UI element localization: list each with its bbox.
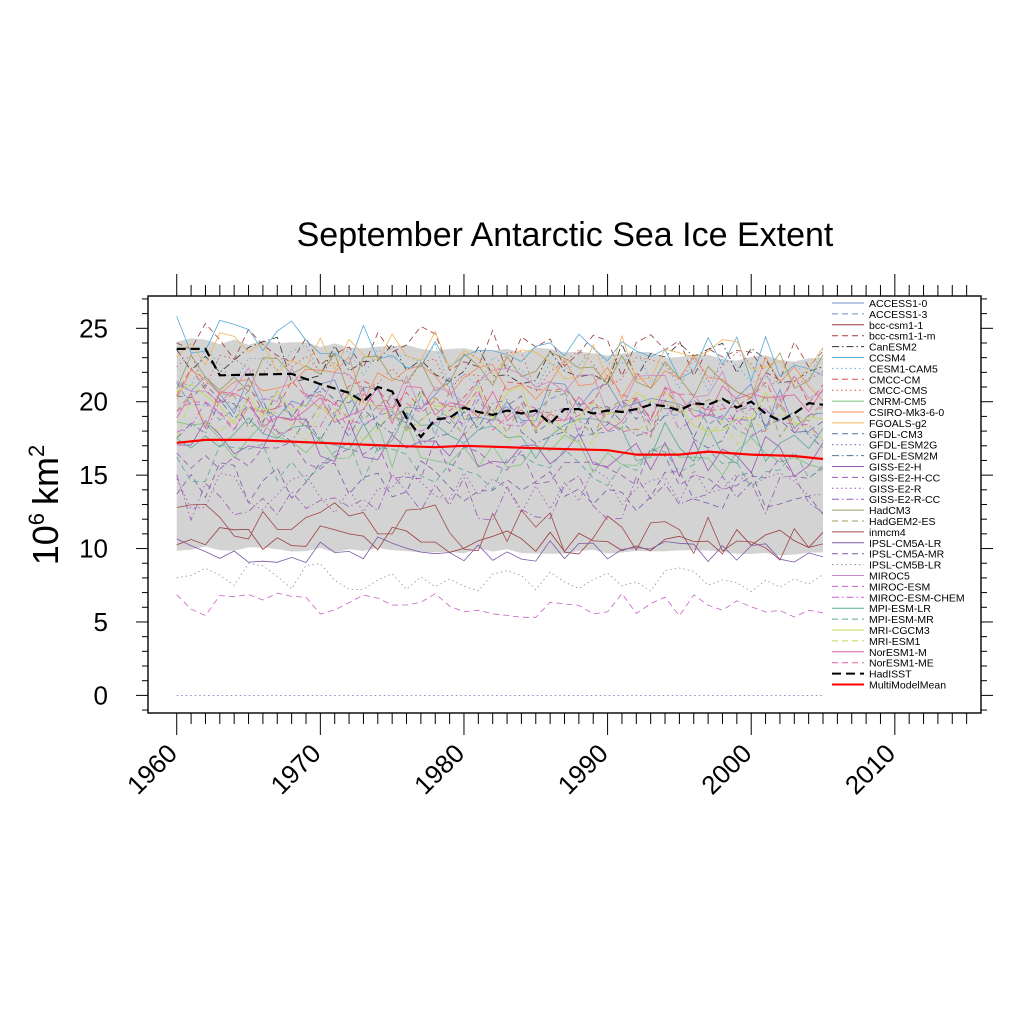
legend: ACCESS1-0ACCESS1-3bcc-csm1-1bcc-csm1-1-m… — [832, 298, 965, 692]
y-axis-label: 106 km2 — [24, 445, 66, 566]
series-line-mri-esm1 — [176, 397, 824, 446]
series-line-access1-3 — [176, 382, 824, 442]
legend-label-miroc5: MIROC5 — [869, 571, 910, 583]
series-line-miroc-esm — [176, 592, 824, 618]
series-line-multimodelmean — [176, 438, 824, 461]
legend-label-cmcc-cm: CMCC-CM — [869, 374, 920, 386]
series-line-bcc-csm1-1 — [176, 525, 824, 555]
x-tick-label: 1960 — [121, 738, 183, 800]
y-label-base: 10 — [25, 525, 66, 565]
x-tick-label: 2010 — [839, 738, 901, 800]
legend-label-ipsl-cm5a-lr: IPSL-CM5A-LR — [869, 538, 942, 550]
legend-label-ipsl-cm5b-lr: IPSL-CM5B-LR — [869, 560, 942, 572]
y-label-exp1: 6 — [24, 513, 49, 525]
series-line-hadisst — [176, 347, 824, 439]
series-line-giss-e2-h-cc — [176, 437, 824, 490]
series-line-hadcm3 — [176, 351, 824, 398]
chart-title: September Antarctic Sea Ice Extent — [297, 216, 834, 254]
y-label-unit: km — [25, 457, 66, 505]
series-line-canesm2 — [176, 336, 824, 385]
legend-label-gfdl-esm2m: GFDL-ESM2M — [869, 451, 938, 463]
x-tick-label: 1980 — [408, 738, 470, 800]
series-line-inmcm4 — [176, 502, 824, 561]
legend-label-hadisst: HadISST — [869, 669, 912, 681]
y-tick-label: 15 — [79, 460, 108, 490]
legend-label-inmcm4: inmcm4 — [869, 527, 906, 539]
series-line-gfdl-esm2m — [176, 399, 824, 449]
series-line-gfdl-cm3 — [176, 384, 824, 439]
y-tick-label: 5 — [94, 607, 108, 637]
series-line-ipsl-cm5a-mr — [176, 460, 824, 515]
legend-label-noresm1-m: NorESM1-M — [869, 647, 927, 659]
legend-label-access1-3: ACCESS1-3 — [869, 309, 928, 321]
series-line-cnrm-cm5 — [176, 421, 824, 476]
y-tick-label: 25 — [79, 313, 108, 343]
series-line-giss-e2-r-cc — [176, 473, 824, 522]
legend-label-bcc-csm1-1: bcc-csm1-1 — [869, 320, 923, 332]
series-line-mpi-esm-lr — [176, 411, 824, 465]
legend-label-fgoals-g2: FGOALS-g2 — [869, 418, 927, 430]
legend-label-cnrm-cm5: CNRM-CM5 — [869, 396, 926, 408]
legend-label-miroc-esm: MIROC-ESM — [869, 581, 930, 593]
legend-label-ccsm4: CCSM4 — [869, 353, 906, 365]
legend-label-noresm1-me: NorESM1-ME — [869, 658, 934, 670]
series-line-giss-e2-r — [176, 468, 824, 514]
legend-label-hadcm3: HadCM3 — [869, 505, 911, 517]
plot-layer — [176, 316, 824, 696]
x-tick-label: 2000 — [695, 738, 757, 800]
legend-label-mri-esm1: MRI-ESM1 — [869, 636, 920, 648]
y-tick-label: 0 — [94, 680, 108, 710]
series-line-noresm1-me — [176, 389, 824, 437]
legend-label-canesm2: CanESM2 — [869, 342, 917, 354]
legend-label-hadgem2-es: HadGEM2-ES — [869, 516, 936, 528]
legend-label-csiro-mk3-6-0: CSIRO-Mk3-6-0 — [869, 407, 944, 419]
x-tick-label: 1970 — [264, 738, 326, 800]
x-tick-label: 1990 — [552, 738, 614, 800]
legend-label-mpi-esm-lr: MPI-ESM-LR — [869, 603, 931, 615]
y-label-exp2: 2 — [24, 445, 49, 457]
series-line-ipsl-cm5b-lr — [176, 563, 824, 593]
legend-label-cmcc-cms: CMCC-CMS — [869, 385, 927, 397]
legend-label-mri-cgcm3: MRI-CGCM3 — [869, 625, 930, 637]
series-line-bcc-csm1-1-m — [176, 322, 824, 381]
legend-label-miroc-esm-chem: MIROC-ESM-CHEM — [869, 592, 965, 604]
y-tick-label: 10 — [79, 534, 108, 564]
legend-label-giss-e2-h-cc: GISS-E2-H-CC — [869, 472, 941, 484]
series-line-csiro-mk3-6-0 — [176, 355, 824, 403]
legend-label-access1-0: ACCESS1-0 — [869, 298, 928, 310]
legend-label-ipsl-cm5a-mr: IPSL-CM5A-MR — [869, 549, 945, 561]
series-line-access1-0 — [176, 376, 824, 431]
legend-label-cesm1-cam5: CESM1-CAM5 — [869, 363, 938, 375]
series-line-ccsm4 — [176, 316, 824, 382]
series-line-ipsl-cm5a-lr — [176, 536, 824, 563]
legend-label-multimodelmean: MultiModelMean — [869, 680, 946, 692]
series-line-cmcc-cm — [176, 367, 824, 419]
legend-label-mpi-esm-mr: MPI-ESM-MR — [869, 614, 934, 626]
legend-label-giss-e2-r: GISS-E2-R — [869, 483, 922, 495]
series-line-giss-e2-h — [176, 416, 824, 478]
legend-label-giss-e2-h: GISS-E2-H — [869, 462, 922, 474]
series-line-miroc5 — [176, 366, 824, 415]
series-line-mpi-esm-mr — [176, 441, 824, 491]
legend-label-gfdl-cm3: GFDL-CM3 — [869, 429, 923, 441]
legend-label-giss-e2-r-cc: GISS-E2-R-CC — [869, 494, 941, 506]
legend-label-bcc-csm1-1-m: bcc-csm1-1-m — [869, 331, 936, 343]
y-tick-label: 20 — [79, 387, 108, 417]
legend-label-gfdl-esm2g: GFDL-ESM2G — [869, 440, 937, 452]
